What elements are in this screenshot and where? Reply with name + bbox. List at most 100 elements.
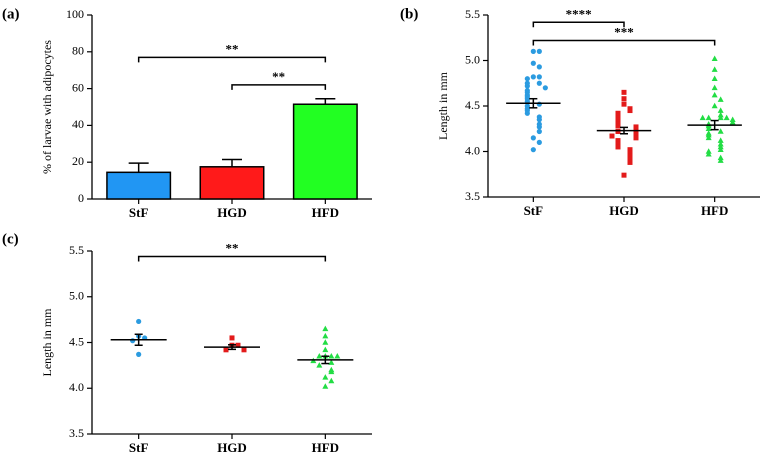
x-tick-label: HFD <box>312 205 339 220</box>
dot <box>524 110 530 116</box>
dot <box>235 342 241 348</box>
y-tick-label: 4.0 <box>69 380 84 394</box>
bar <box>106 171 172 200</box>
dot <box>615 117 621 123</box>
x-tick-label: StF <box>524 203 544 218</box>
dot <box>322 325 329 332</box>
dot <box>615 141 621 147</box>
dot <box>536 117 542 123</box>
y-tick-label: 0 <box>78 191 84 205</box>
dot <box>136 318 142 325</box>
dot <box>328 359 335 365</box>
dot <box>717 128 724 134</box>
dot <box>633 132 639 138</box>
dot <box>530 147 536 153</box>
x-tick-label: HFD <box>312 440 339 455</box>
dot <box>711 84 718 91</box>
dot <box>530 135 536 141</box>
dot <box>627 153 633 159</box>
dot <box>322 332 329 339</box>
dot <box>136 351 142 357</box>
y-tick-label: 40 <box>72 117 84 131</box>
dot <box>705 125 712 132</box>
dot <box>729 119 736 125</box>
dot <box>711 66 718 72</box>
dot <box>615 128 621 134</box>
significance-label: *** <box>614 24 634 39</box>
panel-label: (a) <box>2 6 20 22</box>
y-axis-label: Length in mm <box>436 71 450 140</box>
y-tick-label: 5.0 <box>465 52 480 66</box>
y-tick-label: 5.5 <box>69 243 84 257</box>
dot <box>717 157 724 163</box>
x-tick-label: StF <box>129 440 149 455</box>
dot <box>130 338 136 344</box>
dot <box>621 101 627 107</box>
dot <box>316 353 323 359</box>
dot <box>536 139 542 145</box>
dot <box>229 335 235 341</box>
y-tick-label: 3.5 <box>465 189 480 203</box>
dot <box>524 76 530 82</box>
dot <box>542 85 548 91</box>
dot <box>524 83 530 89</box>
x-tick-label: HGD <box>609 203 639 218</box>
dot <box>530 60 536 66</box>
dot <box>536 101 542 107</box>
dot <box>536 64 542 70</box>
y-tick-label: 4.5 <box>69 334 84 348</box>
dot <box>627 150 633 156</box>
x-tick-label: StF <box>129 205 149 220</box>
significance-bracket <box>532 39 716 46</box>
y-tick-label: 100 <box>66 7 84 21</box>
y-tick-label: 20 <box>72 154 84 168</box>
y-tick-label: 60 <box>72 80 84 94</box>
dot <box>627 108 633 114</box>
y-tick-label: 4.0 <box>465 143 480 157</box>
dot <box>717 146 724 152</box>
y-tick-label: 5.5 <box>465 7 480 21</box>
panel: (c) Length in mm 3.5 4.0 4.5 5.0 5.5 StF HGD HFD *… <box>2 231 372 455</box>
bar <box>199 166 265 200</box>
dot <box>328 368 335 375</box>
x-tick-label: HFD <box>701 203 728 218</box>
significance-bracket <box>231 84 327 90</box>
panel: (a) % of larvae with adipocytes 0 20 40 60 80 1… <box>2 6 372 220</box>
dot <box>322 374 329 380</box>
dot <box>633 126 639 132</box>
panel-label: (b) <box>400 6 418 22</box>
dot <box>328 353 335 359</box>
dot <box>536 124 542 130</box>
dot <box>621 96 627 102</box>
dot <box>328 377 335 384</box>
significance-bracket <box>137 56 327 63</box>
dot <box>699 114 706 121</box>
y-tick-label: 80 <box>72 44 84 58</box>
dot <box>723 114 730 121</box>
dot <box>705 134 712 141</box>
significance-label: ** <box>226 41 239 56</box>
dot <box>609 133 615 139</box>
dot <box>615 123 621 129</box>
dot <box>633 135 639 141</box>
panel-label: (c) <box>2 231 19 247</box>
bar <box>292 103 358 200</box>
x-tick-label: HGD <box>217 205 247 220</box>
dot <box>615 112 621 118</box>
dot <box>717 137 724 143</box>
dot <box>223 347 229 353</box>
dot <box>536 128 542 135</box>
dot <box>322 339 329 345</box>
dot <box>334 353 341 359</box>
dot <box>615 144 621 150</box>
dot <box>530 48 536 55</box>
dot <box>536 74 542 80</box>
dot <box>711 102 718 109</box>
dot <box>717 107 724 113</box>
significance-label: ** <box>226 240 239 255</box>
dot <box>711 55 718 61</box>
dot <box>627 156 633 162</box>
significance-label: **** <box>566 6 592 21</box>
panel: (b) Length in mm 3.5 4.0 4.5 5.0 5.5 StF HGD HFD *… <box>400 6 760 218</box>
